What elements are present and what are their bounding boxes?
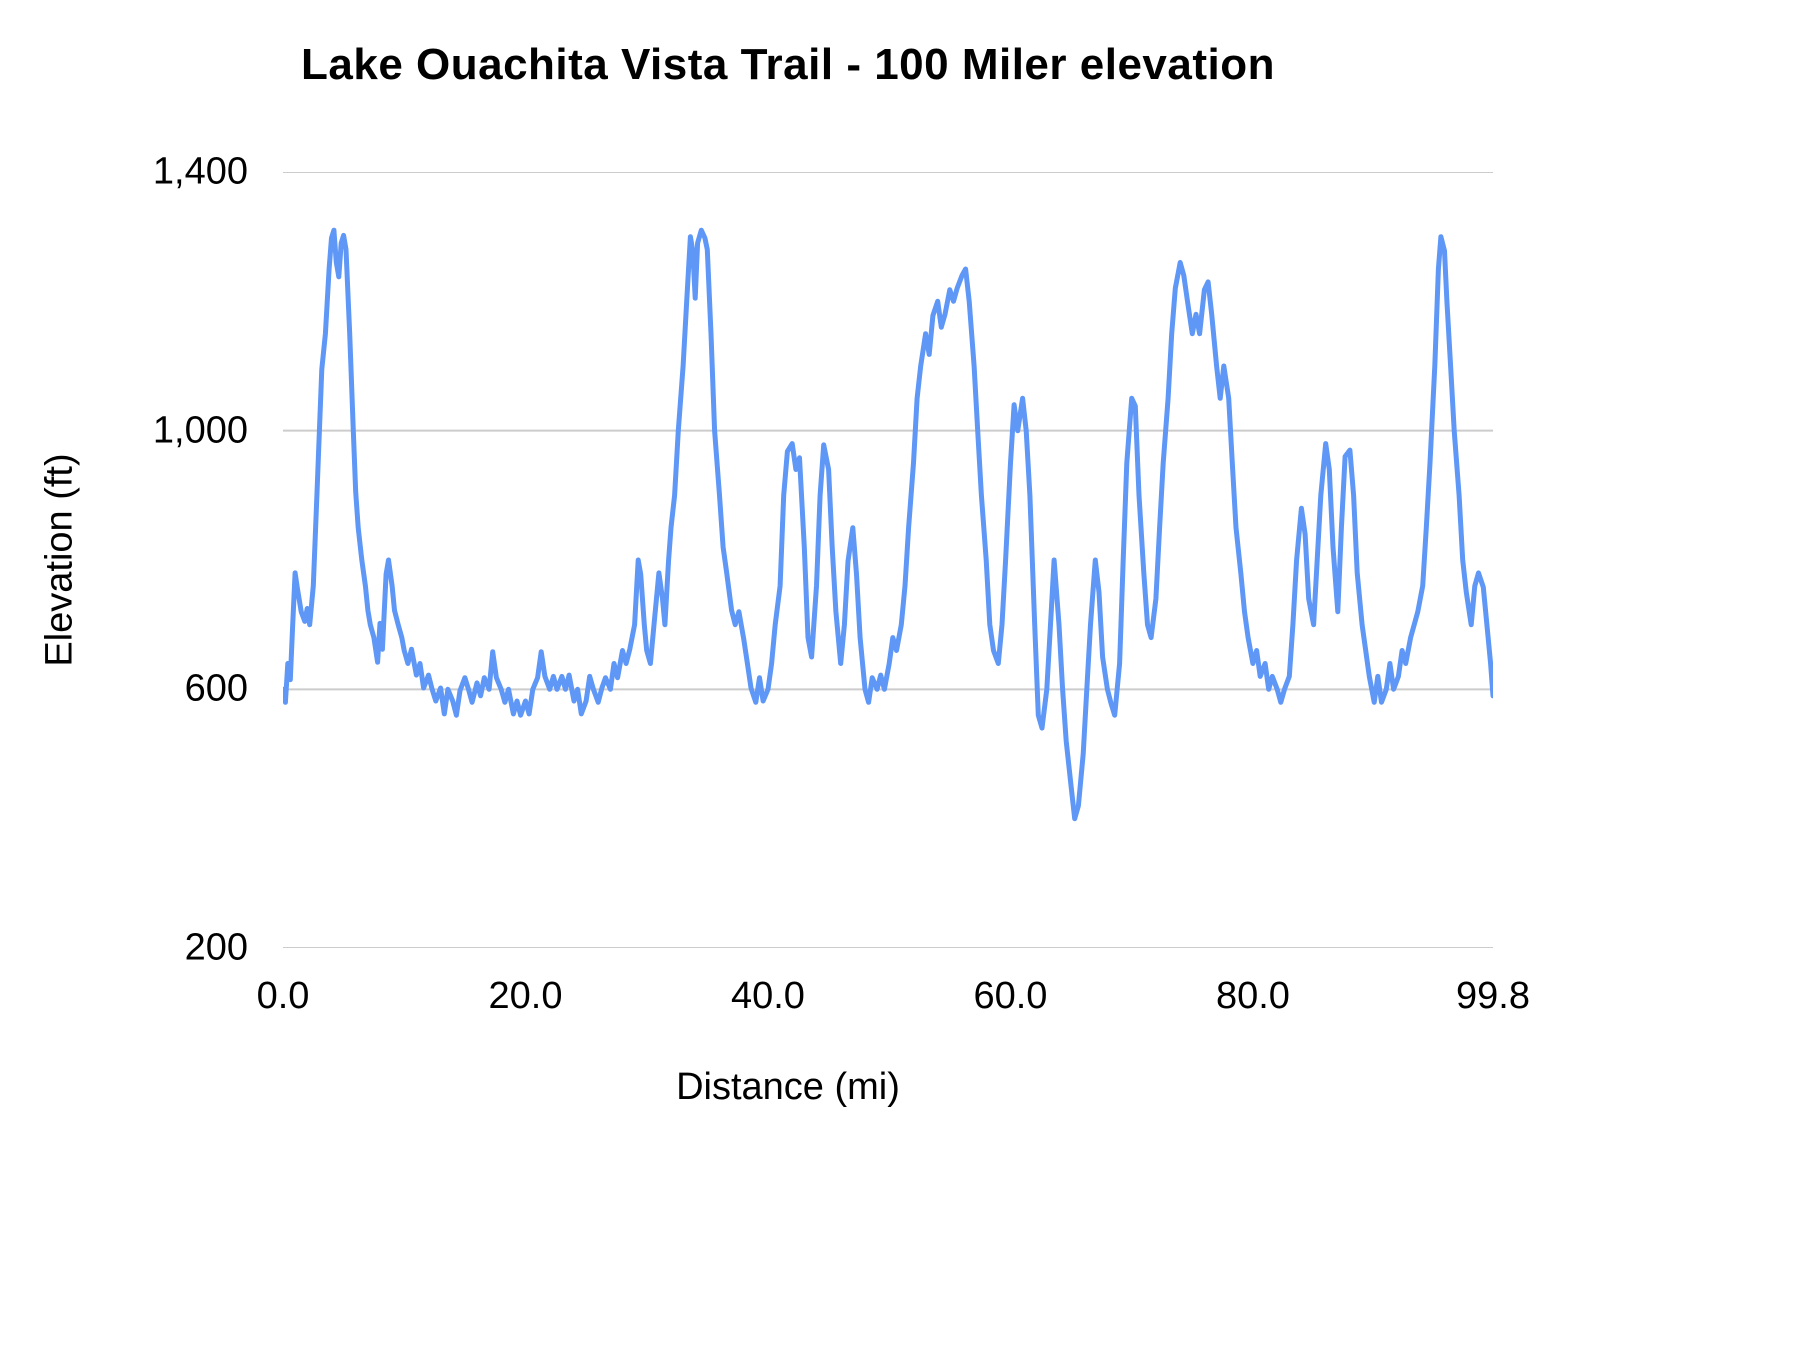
x-axis-tick-label: 0.0	[256, 975, 310, 1017]
y-axis-tick-label: 600	[184, 667, 248, 710]
plot-area	[283, 172, 1493, 948]
chart-title: Lake Ouachita Vista Trail - 100 Miler el…	[301, 40, 1275, 89]
x-axis-tick-labels: 0.0 20.0 40.0 60.0 80.0 99.8	[0, 975, 1800, 1025]
x-axis-tick-label: 60.0	[973, 975, 1048, 1017]
elevation-line-series	[283, 227, 1493, 822]
y-axis-tick-label: 1,000	[152, 409, 248, 452]
y-axis-tick-label: 1,400	[152, 150, 248, 193]
y-axis-tick-labels: 200 600 1,000 1,400	[0, 0, 248, 1350]
x-axis-tick-label: 80.0	[1215, 975, 1290, 1017]
x-axis-title: Distance (mi)	[676, 1066, 900, 1108]
x-axis-tick-label: 99.8	[1456, 975, 1530, 1017]
x-axis-tick-label: 20.0	[488, 975, 563, 1017]
x-axis-tick-label: 40.0	[730, 975, 805, 1017]
y-axis-tick-label: 200	[184, 926, 248, 969]
